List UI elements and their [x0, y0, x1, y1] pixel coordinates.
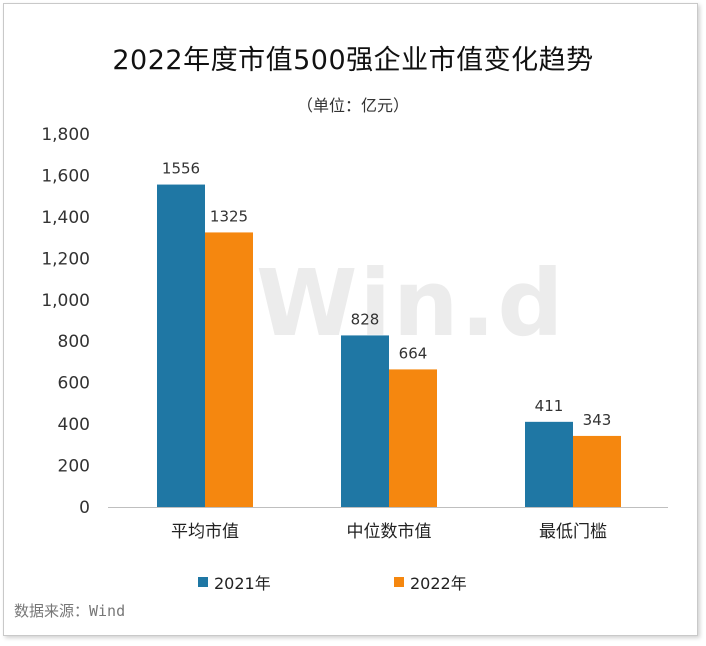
watermark-logo: Win.d [256, 250, 566, 357]
x-tick-label: 中位数市值 [347, 522, 432, 542]
legend-item-2021: 2021年 [198, 570, 271, 594]
legend-label-2022: 2022年 [410, 574, 467, 593]
y-tick-label: 200 [58, 457, 90, 477]
data-label: 664 [399, 344, 428, 362]
x-tick-label: 最低门槛 [539, 522, 607, 542]
chart-subtitle: （单位：亿元） [296, 96, 409, 115]
y-tick-label: 1,000 [41, 291, 90, 311]
legend-item-2022: 2022年 [394, 570, 467, 594]
y-tick-label: 1,800 [41, 125, 90, 145]
y-tick-label: 1,200 [41, 249, 90, 269]
legend-swatch-2022 [394, 577, 404, 587]
bar-2022 [573, 435, 621, 507]
legend: 2021年 2022年 [0, 568, 706, 594]
legend-swatch-2021 [198, 577, 208, 587]
x-tick-label: 平均市值 [171, 522, 239, 542]
bar-2021 [525, 421, 573, 507]
chart-title: 2022年度市值500强企业市值变化趋势 [112, 45, 594, 76]
bar-2022 [205, 232, 253, 508]
y-tick-label: 400 [58, 415, 90, 435]
bar-2022 [389, 369, 437, 507]
data-source: 数据来源：Wind [14, 602, 126, 620]
x-axis: 平均市值 中位数市值 最低门槛 [108, 507, 668, 542]
bars [157, 184, 621, 508]
legend-label-2021: 2021年 [214, 574, 271, 593]
bar-2021 [341, 335, 389, 507]
bar-2021 [157, 184, 205, 507]
y-axis: 0 200 400 600 800 1,000 1,200 1,400 1,600 1,800 [41, 125, 90, 518]
y-tick-label: 600 [58, 374, 90, 394]
y-tick-label: 1,600 [41, 166, 90, 186]
data-label: 411 [535, 397, 564, 415]
y-tick-label: 0 [79, 498, 90, 518]
data-label: 343 [583, 411, 612, 429]
y-tick-label: 800 [58, 332, 90, 352]
data-label: 1325 [210, 207, 248, 225]
data-labels: 1556 828 411 1325 664 343 [162, 160, 611, 429]
data-label: 1556 [162, 160, 200, 178]
data-label: 828 [351, 310, 380, 328]
chart-frame [3, 3, 698, 636]
y-tick-label: 1,400 [41, 208, 90, 228]
